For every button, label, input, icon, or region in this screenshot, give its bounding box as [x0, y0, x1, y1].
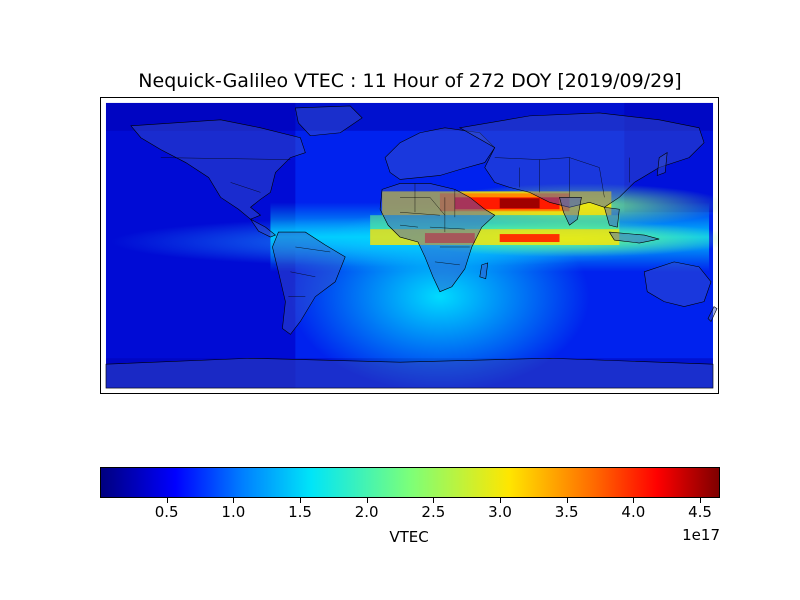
- madagascar: [479, 262, 489, 280]
- asia: [458, 112, 705, 208]
- indonesia: [608, 231, 660, 244]
- borders: [160, 157, 630, 297]
- southeast-asia: [603, 206, 620, 228]
- colorbar-tick-label: 1.0: [221, 503, 246, 521]
- colorbar-tick-label: 4.0: [621, 503, 646, 521]
- antarctica: [105, 357, 714, 389]
- greenland: [295, 105, 363, 137]
- colorbar-tick-label: 1.5: [288, 503, 312, 521]
- central-america: [250, 218, 277, 238]
- colorbar-tick-label: 3.5: [554, 503, 579, 521]
- map-panel: [100, 97, 719, 394]
- field-polar-north: [105, 102, 714, 131]
- colorbar-tick: [166, 498, 168, 503]
- plot-title: Nequick-Galileo VTEC : 11 Hour of 272 DO…: [138, 70, 682, 92]
- colorbar-tick-label: 2.5: [421, 503, 446, 521]
- field-red-south-east: [499, 234, 560, 243]
- colorbar-tick: [633, 498, 635, 503]
- asia-borders: [494, 157, 630, 198]
- colorbar-offset-text: 1e17: [682, 526, 720, 544]
- south-america: [272, 231, 346, 335]
- india: [559, 197, 582, 226]
- colorbar-tick-label: 4.5: [688, 503, 712, 521]
- colorbar-tick: [433, 498, 435, 503]
- colorbar-tick: [500, 498, 501, 503]
- colorbar-tick: [233, 498, 235, 503]
- americas-borders: [160, 157, 331, 297]
- europe: [384, 127, 496, 180]
- coastlines: [105, 105, 718, 389]
- field-maxima-north: [499, 198, 540, 209]
- field-orange-south: [424, 233, 475, 244]
- africa-borders: [400, 183, 470, 266]
- colorbar-tick-label: 3.0: [488, 503, 512, 521]
- colorbar: [100, 467, 720, 498]
- new-zealand: [707, 306, 718, 322]
- colorbar-tick: [366, 498, 368, 503]
- north-america: [130, 119, 306, 220]
- vtec-field: [105, 102, 718, 392]
- australia: [643, 261, 712, 307]
- colorbar-tick: [300, 498, 301, 503]
- japan: [656, 152, 668, 176]
- vtec-map: [105, 102, 718, 392]
- colorbar-tick-label: 0.5: [154, 503, 179, 521]
- colorbar-label: VTEC: [389, 528, 429, 546]
- colorbar-tick: [700, 498, 701, 503]
- colorbar-tick: [566, 498, 568, 503]
- colorbar-tick-label: 2.0: [354, 503, 379, 521]
- field-green-fringe-north: [370, 215, 620, 230]
